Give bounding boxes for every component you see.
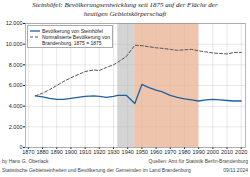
svg-text:12.000: 12.000 — [6, 20, 23, 26]
svg-text:1880: 1880 — [36, 149, 48, 155]
svg-text:1980: 1980 — [178, 149, 190, 155]
svg-text:2010: 2010 — [221, 149, 233, 155]
svg-text:0: 0 — [19, 144, 23, 151]
svg-text:1890: 1890 — [51, 149, 63, 155]
svg-text:6.000: 6.000 — [9, 82, 23, 88]
svg-text:1970: 1970 — [164, 149, 176, 155]
svg-text:1960: 1960 — [150, 149, 162, 155]
svg-text:1990: 1990 — [193, 149, 205, 155]
svg-text:1940: 1940 — [122, 149, 134, 155]
html-text:Quellen: Amt für Statistik Ber: Quellen: Amt für Statistik Berlin-Brande… — [148, 158, 248, 164]
html-text:Bevölkerung von Steinhöfel: Bevölkerung von Steinhöfel — [42, 27, 103, 34]
svg-text:1930: 1930 — [107, 149, 119, 155]
svg-text:10.000: 10.000 — [6, 41, 23, 47]
svg-text:1900: 1900 — [65, 149, 77, 155]
svg-text:1950: 1950 — [136, 149, 148, 155]
svg-text:1920: 1920 — [93, 149, 105, 155]
svg-text:2.000: 2.000 — [9, 124, 23, 130]
svg-text:1870: 1870 — [22, 149, 34, 155]
svg-text:1910: 1910 — [79, 149, 91, 155]
html-text:Normalisierte Bevölkerung von: Normalisierte Bevölkerung von Brandenbur… — [42, 33, 111, 46]
html-text:09/11 2024: 09/11 2024 — [223, 167, 248, 173]
svg-text:8.000: 8.000 — [9, 62, 23, 68]
html-text:Steinhöfel: Bevölkerungsentwic: Steinhöfel: Bevölkerungsentwicklung seit… — [32, 1, 218, 18]
html-text:Statistische Gebietseinheiten: Statistische Gebietseinheiten und Bevölk… — [2, 167, 191, 173]
svg-text:4.000: 4.000 — [9, 103, 23, 109]
svg-text:2020: 2020 — [235, 149, 247, 155]
svg-text:2000: 2000 — [207, 149, 219, 155]
html-text:by Hans G. Oberlack: by Hans G. Oberlack — [2, 158, 49, 164]
